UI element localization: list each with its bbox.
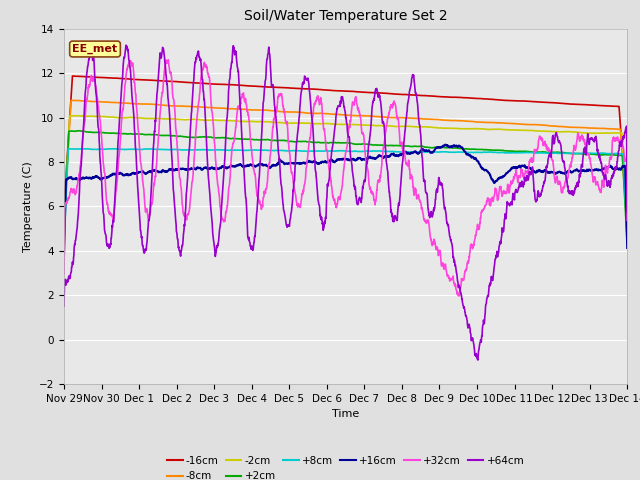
- +16cm: [607, 164, 615, 170]
- +2cm: [623, 241, 631, 247]
- -16cm: [607, 103, 615, 109]
- +64cm: [607, 175, 615, 181]
- +16cm: [89, 174, 97, 180]
- -16cm: [607, 103, 614, 109]
- Line: -16cm: -16cm: [64, 76, 627, 219]
- -2cm: [60, 225, 68, 231]
- +64cm: [474, 357, 482, 363]
- +32cm: [623, 217, 631, 223]
- +64cm: [122, 42, 130, 48]
- -16cm: [319, 87, 327, 93]
- +8cm: [607, 151, 615, 156]
- +2cm: [319, 140, 327, 145]
- Line: +32cm: +32cm: [64, 60, 627, 296]
- -8cm: [89, 99, 97, 105]
- +16cm: [607, 164, 614, 169]
- +2cm: [504, 148, 511, 154]
- +8cm: [89, 146, 97, 152]
- +64cm: [319, 228, 327, 233]
- +32cm: [164, 57, 172, 62]
- Line: +2cm: +2cm: [64, 131, 627, 244]
- +2cm: [334, 140, 342, 145]
- Line: -8cm: -8cm: [64, 100, 627, 230]
- +16cm: [60, 252, 68, 257]
- +8cm: [623, 238, 631, 243]
- +2cm: [607, 152, 614, 158]
- +2cm: [89, 130, 97, 135]
- +16cm: [504, 169, 511, 175]
- -8cm: [504, 120, 511, 126]
- -2cm: [607, 130, 615, 136]
- +2cm: [60, 229, 68, 235]
- -2cm: [504, 127, 511, 132]
- +32cm: [607, 155, 615, 161]
- -16cm: [334, 88, 342, 94]
- -2cm: [89, 113, 97, 119]
- Line: +8cm: +8cm: [64, 149, 627, 244]
- +16cm: [334, 156, 342, 162]
- Line: +64cm: +64cm: [64, 45, 627, 360]
- +8cm: [334, 148, 342, 154]
- +8cm: [319, 148, 327, 154]
- +8cm: [60, 241, 68, 247]
- +64cm: [60, 303, 68, 309]
- Y-axis label: Temperature (C): Temperature (C): [23, 161, 33, 252]
- -8cm: [623, 228, 631, 233]
- -8cm: [67, 97, 75, 103]
- -2cm: [334, 121, 342, 127]
- +64cm: [334, 103, 342, 109]
- -8cm: [60, 217, 68, 223]
- +16cm: [442, 142, 449, 147]
- -16cm: [60, 205, 68, 211]
- +32cm: [504, 184, 512, 190]
- +2cm: [607, 152, 615, 158]
- +8cm: [607, 151, 614, 156]
- -2cm: [319, 120, 327, 126]
- Line: -2cm: -2cm: [64, 116, 627, 231]
- -8cm: [334, 111, 342, 117]
- +8cm: [112, 146, 120, 152]
- -2cm: [72, 113, 80, 119]
- -16cm: [504, 97, 511, 103]
- +16cm: [623, 245, 631, 251]
- X-axis label: Time: Time: [332, 409, 359, 419]
- +16cm: [319, 159, 327, 165]
- +64cm: [89, 58, 97, 63]
- -8cm: [607, 126, 615, 132]
- Line: +16cm: +16cm: [64, 144, 627, 254]
- Title: Soil/Water Temperature Set 2: Soil/Water Temperature Set 2: [244, 10, 447, 24]
- +32cm: [454, 293, 462, 299]
- +32cm: [319, 120, 327, 126]
- -8cm: [607, 126, 614, 132]
- +32cm: [607, 156, 615, 162]
- Legend: -16cm, -8cm, -2cm, +2cm, +8cm, +16cm, +32cm, +64cm: -16cm, -8cm, -2cm, +2cm, +8cm, +16cm, +3…: [163, 452, 529, 480]
- +64cm: [504, 200, 512, 206]
- -16cm: [623, 216, 631, 222]
- -16cm: [68, 73, 76, 79]
- -2cm: [607, 130, 614, 136]
- -16cm: [89, 74, 97, 80]
- +64cm: [623, 209, 631, 215]
- +32cm: [334, 196, 342, 202]
- +2cm: [75, 128, 83, 133]
- +32cm: [89, 76, 97, 82]
- -8cm: [319, 110, 327, 116]
- +32cm: [60, 271, 68, 277]
- +64cm: [607, 176, 615, 181]
- Text: EE_met: EE_met: [72, 44, 118, 54]
- +8cm: [504, 150, 511, 156]
- -2cm: [623, 228, 631, 234]
